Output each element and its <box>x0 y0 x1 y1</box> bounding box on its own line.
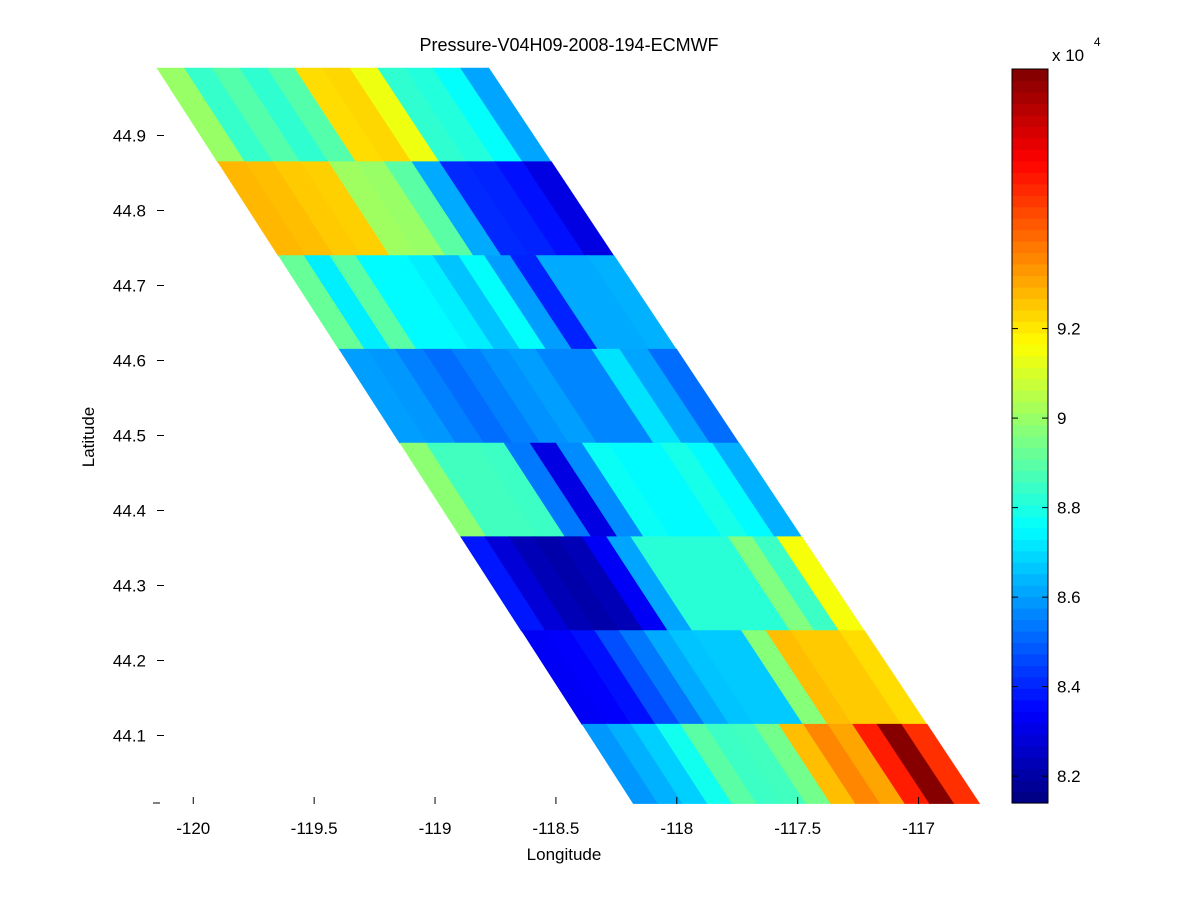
y-tick-label: 44.8 <box>113 202 146 221</box>
y-tick-label: 44.9 <box>113 127 146 146</box>
colorbar-segment <box>1012 126 1048 139</box>
colorbar-segment <box>1012 149 1048 162</box>
colorbar-segment <box>1012 516 1048 529</box>
colorbar-segment <box>1012 596 1048 609</box>
colorbar-segment <box>1012 550 1048 563</box>
colorbar-segment <box>1012 80 1048 93</box>
colorbar-segment <box>1012 562 1048 575</box>
plot-axes: -120 -119.5 -119 -118.5 -118 -117.5 -117 44.1 44… <box>113 127 935 839</box>
colorbar-segment <box>1012 378 1048 391</box>
colorbar-segment <box>1012 688 1048 701</box>
colorbar-tick-label: 8.6 <box>1057 588 1081 607</box>
y-tick-label: 44.6 <box>113 352 146 371</box>
colorbar-segment <box>1012 160 1048 173</box>
colorbar-segment <box>1012 332 1048 345</box>
colorbar-segment <box>1012 780 1048 793</box>
colorbar-segment <box>1012 298 1048 311</box>
colorbar-segment <box>1012 573 1048 586</box>
colorbar-segment <box>1012 791 1048 804</box>
colorbar-segment <box>1012 653 1048 666</box>
y-axis-label: Latitude <box>79 407 98 468</box>
x-tick-label: -119 <box>419 819 452 838</box>
colorbar-segment <box>1012 642 1048 655</box>
colorbar: 8.2 8.4 8.6 8.8 9 9.2 <box>1011 68 1081 804</box>
colorbar-segment <box>1012 401 1048 414</box>
colorbar-segment <box>1012 263 1048 277</box>
colorbar-multiplier-base: x 10 <box>1052 46 1084 65</box>
colorbar-segment <box>1012 195 1048 208</box>
x-tick-label: -118.5 <box>532 819 579 838</box>
colorbar-segment <box>1012 757 1048 770</box>
colorbar-segment <box>1012 69 1048 82</box>
colorbar-segment <box>1012 91 1048 105</box>
x-tick-label: -120 <box>176 819 210 838</box>
colorbar-segment <box>1012 114 1048 127</box>
colorbar-segment <box>1012 206 1048 219</box>
colorbar-segment <box>1012 676 1048 689</box>
x-tick-label: -117.5 <box>774 819 821 838</box>
colorbar-segment <box>1012 172 1048 185</box>
x-tick-label: -119.5 <box>291 819 338 838</box>
colorbar-segment <box>1012 665 1048 678</box>
colorbar-segment <box>1012 286 1048 299</box>
x-axis-label: Longitude <box>527 845 602 864</box>
colorbar-segment <box>1012 218 1048 231</box>
colorbar-segment <box>1012 390 1048 403</box>
y-tick-label: 44.5 <box>113 427 146 446</box>
colorbar-segment <box>1012 252 1048 265</box>
y-tick-label: 44.7 <box>113 277 146 296</box>
chart-title: Pressure-V04H09-2008-194-ECMWF <box>419 35 718 55</box>
colorbar-segment <box>1012 699 1048 712</box>
y-tick-label: 44.1 <box>113 727 146 746</box>
colorbar-segment <box>1012 481 1048 494</box>
colorbar-segment <box>1012 504 1048 517</box>
colorbar-multiplier-label: x 10 4 <box>1052 35 1101 65</box>
colorbar-segment <box>1012 137 1048 150</box>
colorbar-segment <box>1012 470 1048 483</box>
colorbar-tick-label: 9.2 <box>1057 320 1081 339</box>
colorbar-tick-label: 8.8 <box>1057 499 1081 518</box>
colorbar-segment <box>1012 722 1048 735</box>
x-tick-label: -118 <box>660 819 693 838</box>
colorbar-segment <box>1012 321 1048 334</box>
colorbar-segment <box>1012 630 1048 644</box>
colorbar-segment <box>1012 275 1048 288</box>
colorbar-segment <box>1012 711 1048 724</box>
x-tick-label: -117 <box>902 819 935 838</box>
y-tick-label: 44.2 <box>113 652 146 671</box>
colorbar-segment <box>1012 585 1048 598</box>
colorbar-segment <box>1012 355 1048 368</box>
colorbar-segment <box>1012 539 1048 552</box>
y-tick-label: 44.4 <box>113 502 146 521</box>
colorbar-segment <box>1012 413 1048 426</box>
colorbar-segment <box>1012 183 1048 196</box>
colorbar-segment <box>1012 745 1048 758</box>
colorbar-segment <box>1012 367 1048 380</box>
colorbar-tick-label: 9 <box>1057 409 1066 428</box>
colorbar-segment <box>1012 447 1048 460</box>
colorbar-segment <box>1012 103 1048 116</box>
colorbar-tick-label: 8.4 <box>1057 678 1081 697</box>
colorbar-segment <box>1012 241 1048 254</box>
colorbar-frame <box>1011 68 1049 804</box>
heatmap-cells <box>156 67 981 804</box>
colorbar-segment <box>1012 619 1048 632</box>
colorbar-segment <box>1012 608 1048 621</box>
colorbar-segment <box>1012 436 1048 449</box>
colorbar-segment <box>1012 493 1048 506</box>
y-tick-label: 44.3 <box>113 577 146 596</box>
colorbar-segment <box>1012 424 1048 437</box>
colorbar-segment <box>1012 229 1048 242</box>
heatmap-cell <box>901 723 981 804</box>
colorbar-multiplier-exponent: 4 <box>1094 35 1101 49</box>
colorbar-segment <box>1012 768 1048 781</box>
colorbar-segment <box>1012 458 1048 472</box>
colorbar-segment <box>1012 344 1048 357</box>
colorbar-segment <box>1012 309 1048 322</box>
colorbar-segment <box>1012 734 1048 747</box>
colorbar-tick-label: 8.2 <box>1057 767 1081 786</box>
colorbar-segment <box>1012 527 1048 540</box>
